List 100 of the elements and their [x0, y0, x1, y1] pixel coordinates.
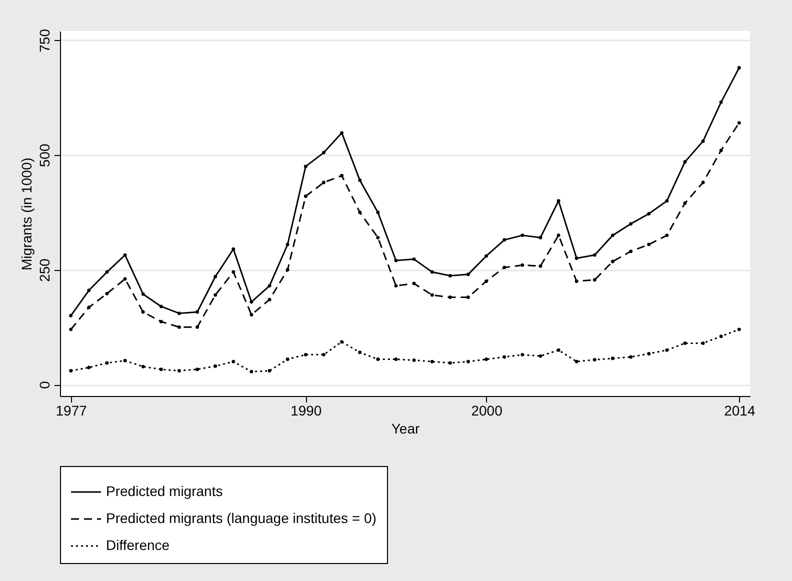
point	[105, 361, 109, 365]
point	[484, 279, 488, 283]
point	[376, 210, 380, 214]
point	[629, 250, 633, 254]
point	[502, 266, 506, 270]
point	[159, 304, 163, 308]
y-tick-label: 0	[36, 380, 52, 389]
point	[574, 279, 578, 283]
point	[701, 180, 705, 184]
point	[358, 210, 362, 214]
point	[304, 194, 308, 198]
point	[322, 352, 326, 356]
point	[574, 256, 578, 260]
point	[484, 254, 488, 258]
point	[69, 328, 73, 332]
point	[610, 234, 614, 238]
point	[466, 360, 470, 364]
point	[286, 358, 290, 361]
legend-label: Difference	[106, 537, 170, 553]
point	[737, 66, 741, 70]
point	[556, 234, 560, 238]
point	[232, 270, 236, 274]
point	[177, 312, 181, 316]
point	[340, 131, 344, 135]
line-series	[69, 66, 741, 318]
point	[105, 292, 109, 296]
point	[719, 334, 723, 338]
point	[358, 178, 362, 182]
x-tick-label: 1977	[56, 402, 88, 418]
point	[629, 222, 633, 226]
point	[629, 355, 633, 359]
point	[214, 364, 218, 368]
point	[268, 284, 272, 288]
point	[592, 358, 596, 362]
point	[250, 300, 254, 304]
point	[196, 368, 200, 372]
point	[683, 201, 687, 205]
point	[665, 199, 669, 203]
point	[683, 341, 687, 345]
point	[610, 356, 614, 360]
point	[430, 360, 434, 364]
point	[123, 253, 127, 257]
point	[556, 348, 560, 352]
point	[394, 284, 398, 288]
point	[484, 358, 488, 361]
point	[105, 270, 109, 274]
point	[538, 354, 542, 358]
point	[87, 306, 91, 310]
point	[647, 352, 651, 356]
point	[304, 352, 308, 356]
x-axis-title: Year	[391, 420, 420, 436]
point	[701, 139, 705, 143]
point	[412, 257, 416, 261]
point	[268, 369, 272, 372]
point	[394, 358, 398, 361]
y-axis-title: Migrants (in 1000)	[18, 158, 34, 270]
point	[340, 174, 344, 178]
point	[394, 258, 398, 262]
point	[520, 352, 524, 356]
point	[683, 160, 687, 164]
point	[556, 199, 560, 203]
point	[87, 288, 91, 292]
point	[520, 263, 524, 267]
point	[268, 298, 272, 302]
point	[304, 164, 308, 168]
y-tick-label: 750	[36, 28, 52, 52]
point	[502, 238, 506, 242]
point	[123, 277, 127, 281]
point	[647, 242, 651, 246]
point	[647, 212, 651, 216]
point	[232, 247, 236, 251]
point	[737, 121, 741, 125]
point	[286, 242, 290, 246]
point	[719, 148, 723, 152]
point	[322, 180, 326, 184]
point	[177, 325, 181, 329]
point	[123, 358, 127, 362]
point	[141, 364, 145, 368]
point	[322, 150, 326, 154]
point	[466, 272, 470, 276]
point	[448, 296, 452, 300]
point	[502, 355, 506, 359]
point	[196, 325, 200, 329]
point	[520, 234, 524, 238]
point	[232, 360, 236, 364]
point	[250, 313, 254, 316]
point	[177, 369, 181, 372]
point	[665, 348, 669, 352]
legend-label: Predicted migrants	[106, 483, 223, 499]
point	[141, 310, 145, 314]
point	[719, 100, 723, 104]
point	[412, 358, 416, 362]
point	[159, 320, 163, 324]
point	[592, 278, 596, 282]
x-tick-label: 1990	[290, 402, 322, 418]
x-tick-label: 2014	[724, 402, 756, 418]
point	[430, 293, 434, 297]
y-tick-label: 500	[36, 144, 52, 168]
point	[214, 293, 218, 297]
point	[538, 264, 542, 268]
